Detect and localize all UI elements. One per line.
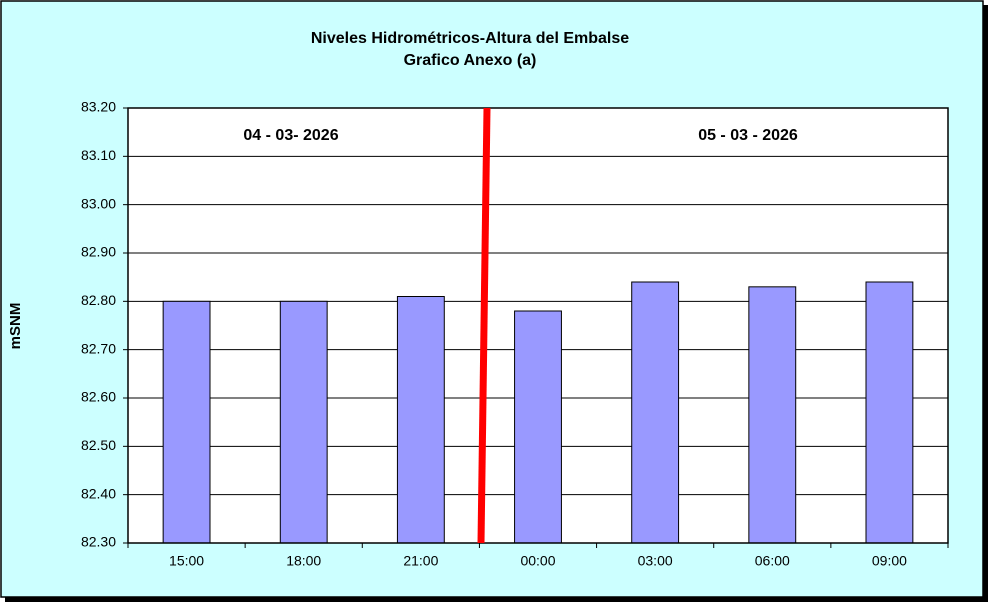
bar — [396, 296, 445, 544]
y-tick-label: 83.20 — [81, 99, 116, 115]
y-tick-label: 82.70 — [81, 340, 116, 356]
x-tick-label: 00:00 — [520, 553, 555, 569]
bar — [748, 286, 797, 544]
y-tick-label: 82.30 — [81, 534, 116, 550]
y-axis-label: mSNM — [7, 303, 24, 350]
x-tick-label: 09:00 — [872, 553, 907, 569]
bar — [279, 300, 328, 544]
plot-border — [127, 107, 949, 544]
x-tick-label: 06:00 — [755, 553, 790, 569]
bar — [631, 281, 680, 544]
bar — [514, 310, 562, 544]
day-divider — [477, 107, 491, 544]
x-tick-label: 18:00 — [286, 553, 321, 569]
y-tick-label: 82.50 — [81, 437, 116, 453]
chart-subtitle: Grafico Anexo (a) — [404, 52, 537, 69]
marks — [162, 281, 914, 544]
y-tick-label: 82.60 — [81, 389, 116, 405]
y-tick-label: 82.40 — [81, 485, 116, 501]
y-tick-label: 83.10 — [81, 147, 116, 163]
y-tick-label: 82.90 — [81, 244, 116, 260]
y-tick-label: 83.00 — [81, 195, 116, 211]
x-tick-label: 03:00 — [638, 553, 673, 569]
y-tick-label: 82.80 — [81, 292, 116, 308]
date-annotation: 04 - 03- 2026 — [243, 127, 338, 144]
bar — [162, 300, 211, 544]
bar — [865, 281, 914, 544]
x-tick-label: 21:00 — [403, 553, 438, 569]
date-annotation: 05 - 03 - 2026 — [698, 127, 798, 144]
chart-title: Niveles Hidrométricos-Altura del Embalse — [311, 30, 629, 47]
x-tick-label: 15:00 — [169, 553, 204, 569]
